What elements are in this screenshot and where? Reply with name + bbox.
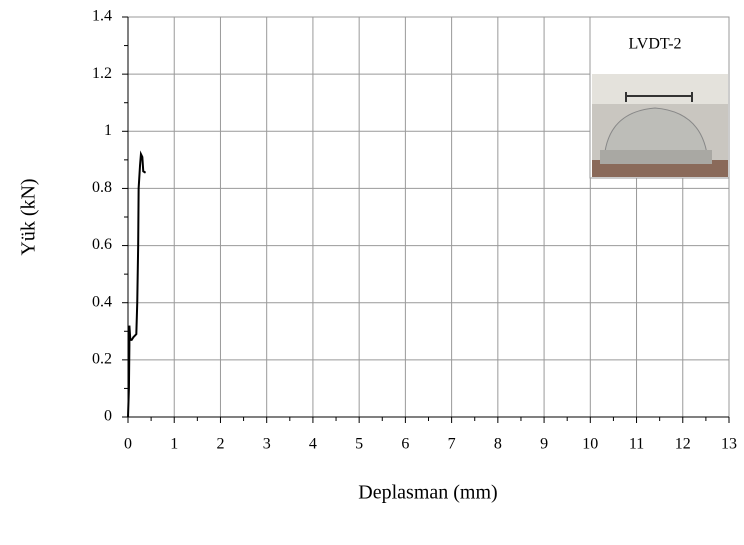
photo-base xyxy=(600,150,712,164)
x-tick-label: 6 xyxy=(401,436,409,453)
inset: LVDT-2 xyxy=(589,16,730,179)
y-tick-label: 1.4 xyxy=(92,8,112,25)
y-tick-label: 1 xyxy=(104,122,112,139)
y-tick-label: 0.2 xyxy=(92,351,112,368)
x-axis-label: Deplasman (mm) xyxy=(358,482,497,504)
y-tick-label: 0.8 xyxy=(92,179,112,196)
x-tick-label: 8 xyxy=(494,436,502,453)
x-tick-label: 4 xyxy=(309,436,317,453)
y-tick-label: 0 xyxy=(104,408,112,425)
x-tick-label: 3 xyxy=(263,436,271,453)
x-tick-label: 7 xyxy=(448,436,456,453)
x-tick-label: 11 xyxy=(629,436,644,453)
x-tick-label: 10 xyxy=(582,436,598,453)
x-tick-label: 12 xyxy=(675,436,691,453)
y-axis-label: Yük (kN) xyxy=(18,178,40,255)
x-tick-label: 0 xyxy=(124,436,132,453)
x-tick-label: 1 xyxy=(170,436,178,453)
annotation: LVDT-2 xyxy=(628,36,681,53)
photo-dome xyxy=(603,107,709,163)
photo-ceiling xyxy=(592,74,728,104)
x-tick-label: 9 xyxy=(540,436,548,453)
y-tick-label: 1.2 xyxy=(92,65,112,82)
x-tick-label: 5 xyxy=(355,436,363,453)
x-tick-label: 13 xyxy=(721,436,737,453)
x-tick-label: 2 xyxy=(216,436,224,453)
y-tick-label: 0.4 xyxy=(92,293,112,310)
y-tick-label: 0.6 xyxy=(92,236,112,253)
data-line xyxy=(127,150,147,418)
photo-floor xyxy=(592,160,728,177)
